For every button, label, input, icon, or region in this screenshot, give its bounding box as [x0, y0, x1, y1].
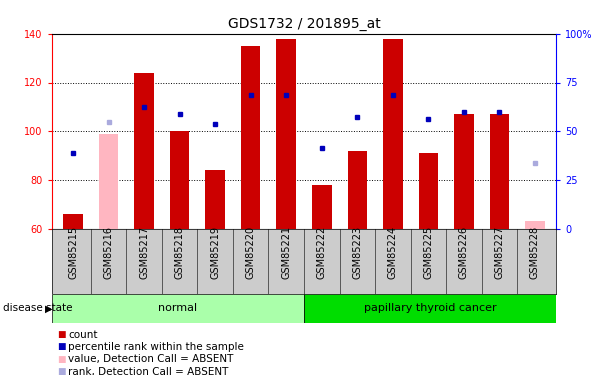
Bar: [489, 114, 510, 229]
Text: disease state: disease state: [3, 303, 72, 313]
Text: ■: ■: [57, 355, 66, 364]
Text: normal: normal: [158, 303, 198, 313]
Text: count: count: [68, 330, 98, 339]
Bar: [348, 151, 367, 229]
Bar: [52, 294, 304, 322]
Bar: [170, 131, 189, 229]
Bar: [383, 39, 402, 229]
Title: GDS1732 / 201895_at: GDS1732 / 201895_at: [227, 17, 381, 32]
Bar: [206, 170, 225, 229]
Text: ▶: ▶: [45, 303, 52, 313]
Bar: [419, 153, 438, 229]
Text: ■: ■: [57, 342, 66, 351]
Text: value, Detection Call = ABSENT: value, Detection Call = ABSENT: [68, 354, 233, 364]
Text: ■: ■: [57, 367, 66, 375]
Bar: [312, 185, 331, 229]
Bar: [304, 294, 556, 322]
Text: rank, Detection Call = ABSENT: rank, Detection Call = ABSENT: [68, 367, 229, 375]
Bar: [63, 214, 83, 229]
Bar: [241, 46, 260, 229]
Bar: [98, 134, 119, 229]
Text: percentile rank within the sample: percentile rank within the sample: [68, 342, 244, 352]
Text: papillary thyroid cancer: papillary thyroid cancer: [364, 303, 497, 313]
Bar: [525, 221, 545, 229]
Text: ■: ■: [57, 330, 66, 339]
Bar: [134, 73, 154, 229]
Bar: [454, 114, 474, 229]
Bar: [277, 39, 296, 229]
